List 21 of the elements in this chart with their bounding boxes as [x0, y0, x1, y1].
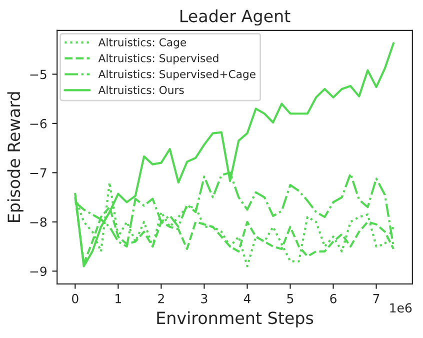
y-tick-label: −8	[30, 217, 47, 227]
x-tick-label: 1	[116, 294, 122, 304]
y-tick-label: −7	[30, 168, 46, 178]
x-tick-label: 4	[244, 294, 251, 304]
x-tick-label: 2	[158, 294, 164, 304]
text: 1e6	[390, 303, 412, 313]
y-tick-label: −6	[30, 118, 47, 128]
y-tick-label: −9	[30, 266, 47, 276]
x-axis-title: Environment Steps	[157, 311, 314, 328]
legend-label: Altruistics: Ours	[98, 86, 184, 94]
y-tick-label: −5	[30, 70, 46, 80]
x-tick-label: 5	[287, 294, 294, 304]
legend-label: Altruistics: Supervised	[98, 54, 218, 64]
chart-title: Leader Agent	[180, 9, 290, 26]
x-tick-label: 7	[373, 294, 380, 304]
x-tick-label: 6	[330, 294, 336, 304]
legend-label: Altruistics: Cage	[98, 38, 186, 48]
legend-label: Altruistics: Supervised+Cage	[98, 70, 256, 80]
y-axis-title: Episode Reward	[7, 92, 24, 222]
x-tick-label: 0	[72, 294, 78, 304]
x-tick-label: 3	[201, 294, 208, 304]
